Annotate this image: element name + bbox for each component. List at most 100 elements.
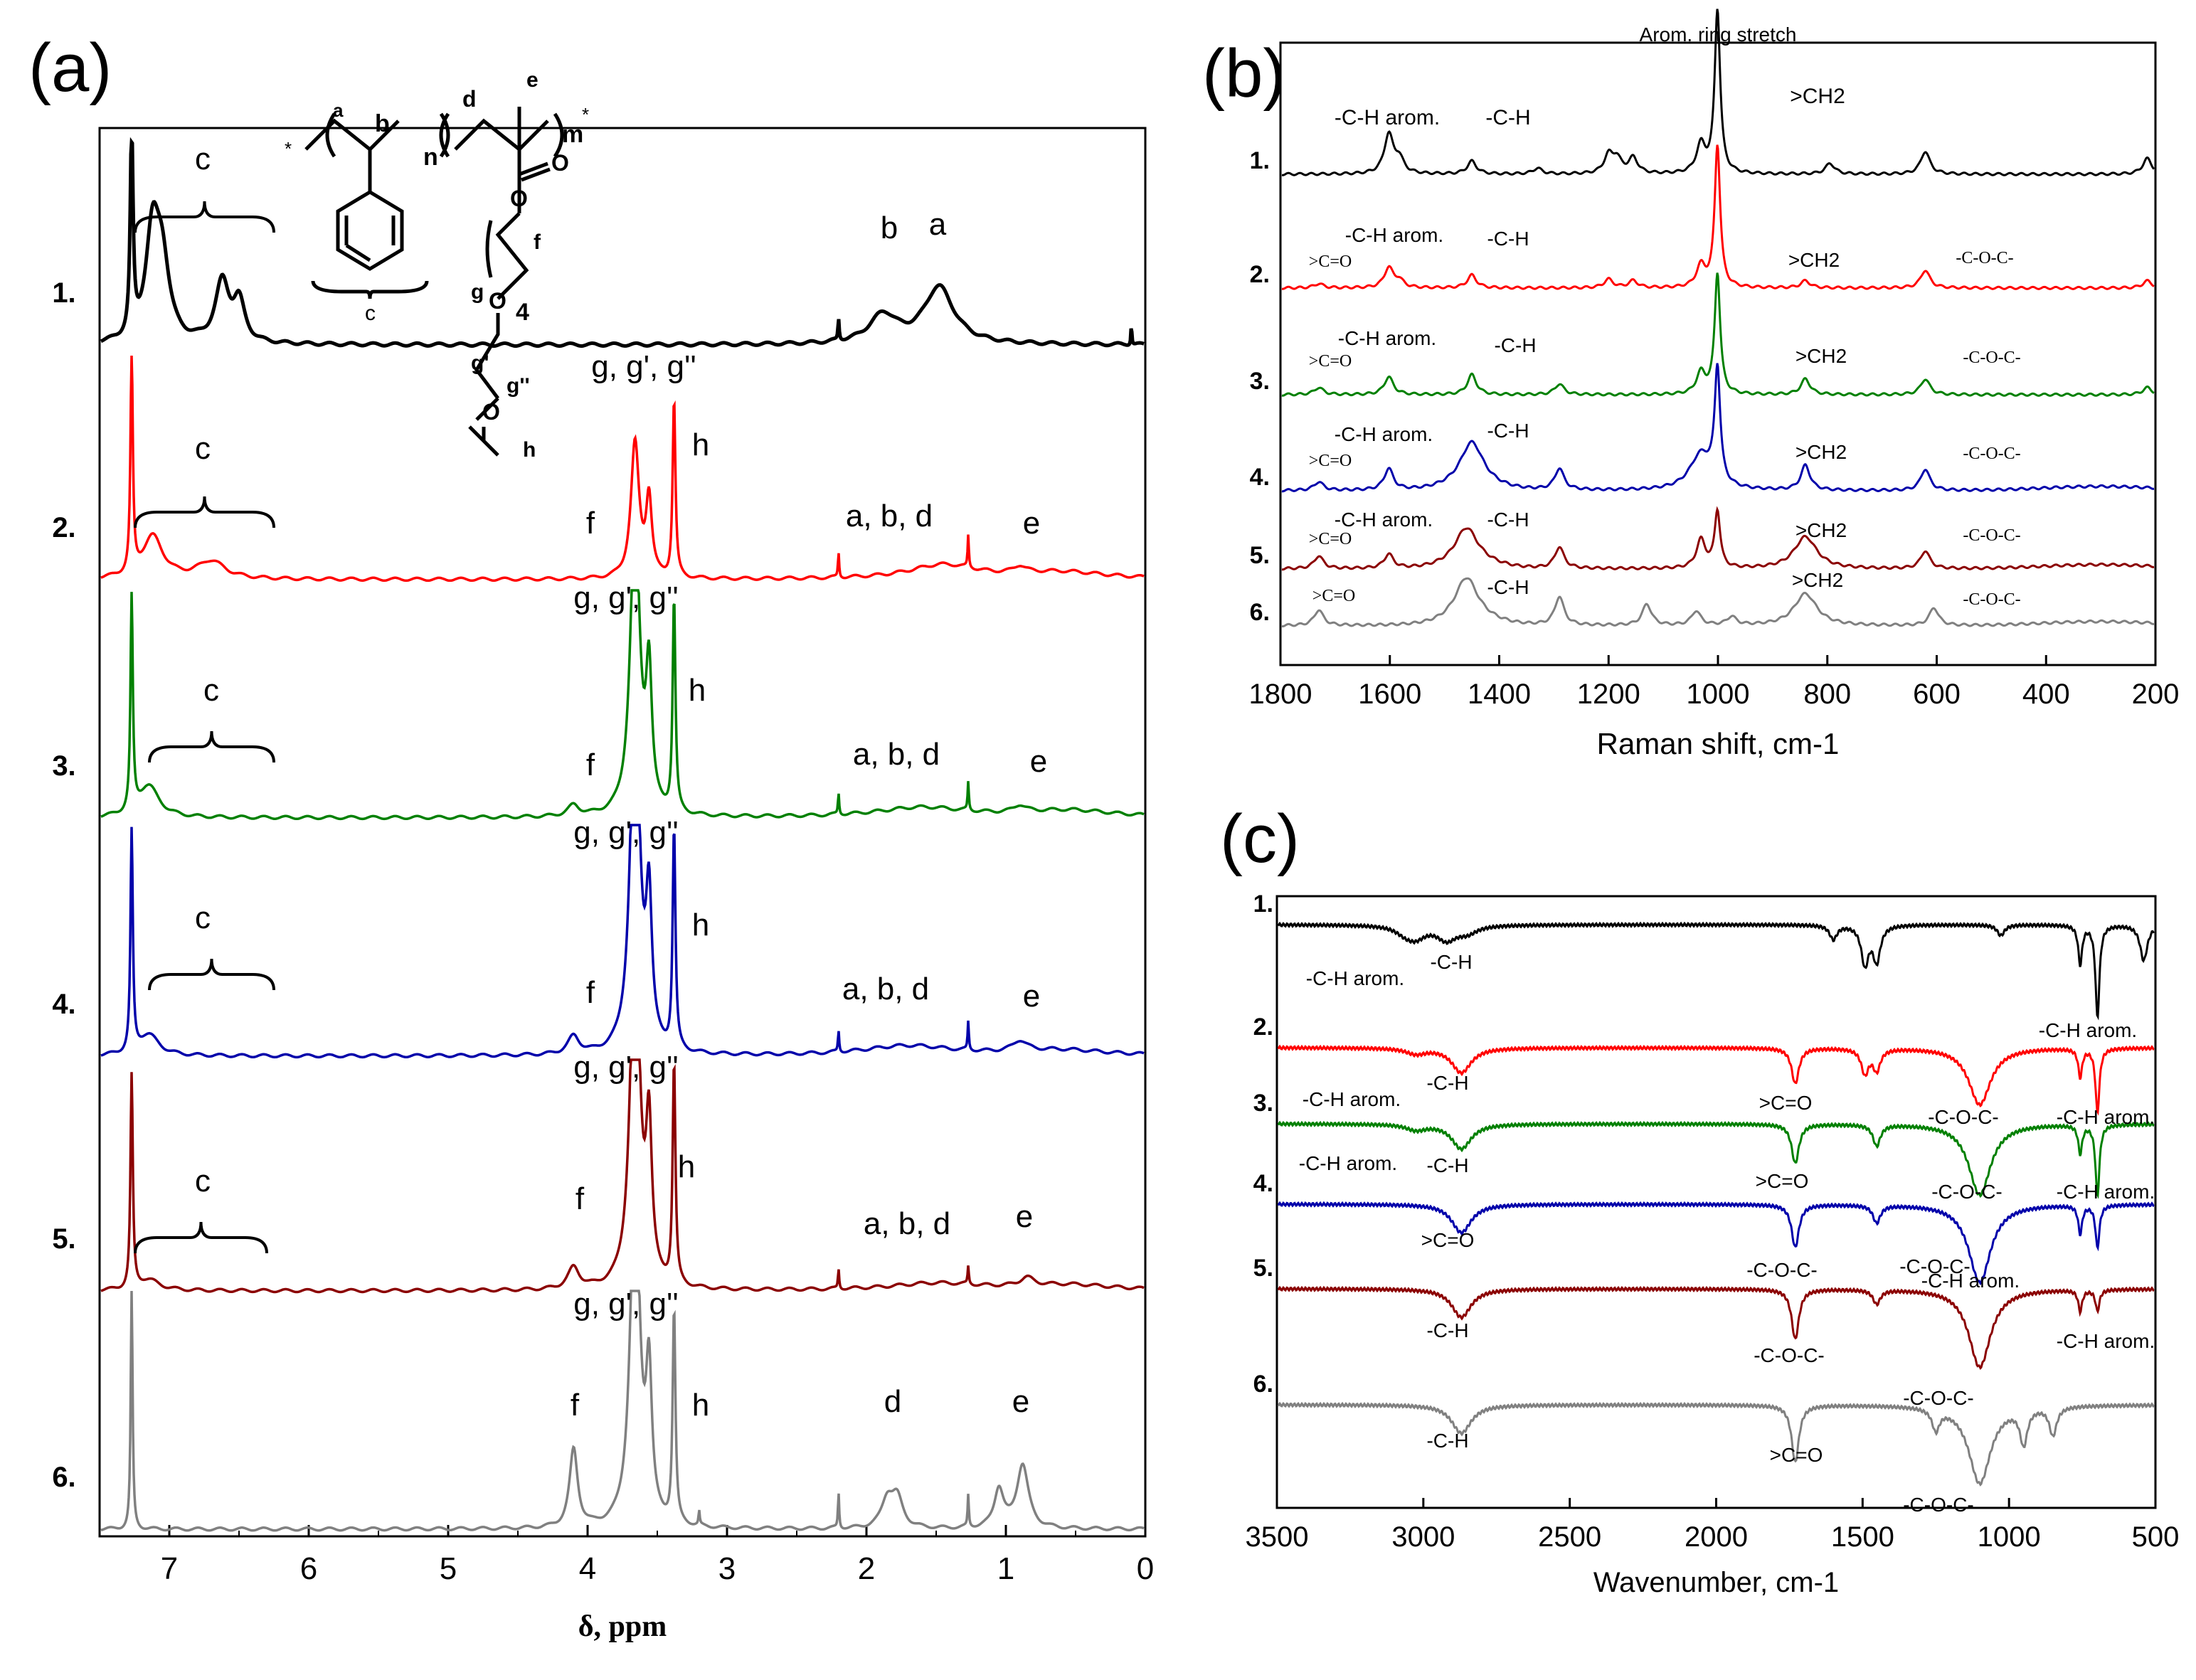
struct-label-g: g [471, 280, 484, 304]
ir-annotation: -C-H [1426, 1430, 1468, 1452]
series-label-b: 2. [1250, 261, 1270, 288]
nmr-annotation: a, b, d [853, 737, 940, 772]
x-tick-label-a: 3 [718, 1551, 736, 1586]
raman-series-5 [1281, 506, 2155, 571]
nmr-annotation: d [884, 1384, 901, 1419]
x-tick-label-b: 200 [2132, 679, 2180, 710]
panel-b-label: (b) [1202, 36, 1285, 112]
nmr-annotation: f [575, 1181, 585, 1216]
panel-b-raman: 1800 1600 1400 1200 1000 800 600 400 200 Raman sh… [1249, 9, 2180, 760]
series-label-a: 2. [52, 512, 75, 543]
panel-a-frame [98, 127, 1147, 1538]
panel-b-frame [1279, 41, 2157, 666]
x-tick-label-a: 2 [858, 1551, 875, 1586]
raman-annotation: -C-O-C- [1963, 526, 2020, 545]
ir-series-5 [1277, 1285, 2155, 1370]
panel-a-nmr: 7 6 5 4 3 2 1 0 δ, ppm 1. 2. 3. 4. 5. 6. c b a c g, g', g''… [52, 127, 1154, 1643]
series-label-c: 6. [1253, 1371, 1273, 1398]
x-tick-label-b: 800 [1803, 679, 1851, 710]
raman-annotation: -C-H arom. [1345, 224, 1443, 246]
ir-annotation: -C-H arom. [2057, 1106, 2155, 1128]
ir-annotation: -C-H arom. [2057, 1181, 2155, 1203]
nmr-annotation: c [195, 431, 211, 466]
panel-c-frame [1275, 895, 2157, 1509]
series-label-a: 3. [52, 750, 75, 782]
ir-annotation: -C-H [1426, 1154, 1468, 1176]
raman-annotation: >CH2 [1790, 85, 1845, 108]
nmr-annotation: h [692, 1388, 709, 1423]
series-label-b: 5. [1250, 542, 1270, 569]
structure-labels: a b c d e f g g' g'' h n m 4 O O O O * * [285, 68, 589, 462]
x-tick-label-b: 1800 [1249, 679, 1312, 710]
struct-label-n: n [423, 144, 438, 171]
struct-label-4: 4 [516, 299, 529, 326]
raman-annotation: >CH2 [1792, 569, 1843, 591]
nmr-annotation: c [195, 1164, 211, 1198]
raman-annotation: >C=O [1312, 587, 1355, 605]
ir-annotation: >C=O [1770, 1444, 1823, 1466]
series-label-a: 5. [52, 1223, 75, 1255]
series-label-b: 3. [1250, 368, 1270, 395]
series-label-b: 6. [1250, 599, 1270, 626]
nmr-annotation: e [1012, 1384, 1029, 1419]
x-tick-label-b: 600 [1913, 679, 1961, 710]
x-tick-label-c: 1500 [1831, 1521, 1894, 1553]
raman-annotation: -C-O-C- [1963, 445, 2020, 463]
series-label-b: 1. [1250, 147, 1270, 174]
ir-annotation: -C-H arom. [1299, 1152, 1397, 1174]
x-tick-label-b: 1000 [1687, 679, 1750, 710]
struct-label-h: h [523, 438, 536, 462]
raman-annotation: -C-H [1487, 576, 1529, 598]
raman-series-4 [1281, 363, 2155, 493]
ir-annotation: -C-H arom. [1306, 967, 1404, 989]
nmr-annotation: g, g', g'' [573, 815, 679, 850]
nmr-annotation: e [1030, 744, 1047, 779]
raman-annotation: -C-O-C- [1956, 249, 2013, 267]
raman-annotation: -C-H [1487, 509, 1529, 531]
x-tick-label-a: 5 [440, 1551, 457, 1586]
x-tick-label-b: 1600 [1358, 679, 1421, 710]
nmr-annotation: a [929, 207, 947, 242]
nmr-series-6 [100, 1290, 1145, 1532]
raman-annotation: >C=O [1309, 252, 1352, 271]
ir-annotation: -C-H arom. [2057, 1330, 2155, 1352]
series-label-c: 1. [1253, 890, 1273, 918]
series-label-c: 5. [1253, 1255, 1273, 1282]
struct-label-e: e [526, 68, 539, 92]
nmr-annotation: h [689, 673, 706, 708]
ir-annotation: -C-H arom. [1303, 1088, 1401, 1110]
ir-series-1 [1277, 921, 2155, 1021]
nmr-annotation: g, g', g'' [573, 1287, 679, 1322]
ir-annotation: >C=O [1421, 1229, 1475, 1251]
x-tick-label-c: 3500 [1246, 1521, 1309, 1553]
ir-annotation: -C-H arom. [1921, 1270, 2020, 1292]
struct-star-right: * [582, 104, 589, 125]
nmr-annotation: e [1023, 979, 1040, 1014]
nmr-annotation: f [571, 1388, 580, 1423]
raman-series-6 [1281, 577, 2155, 628]
ir-annotation: -C-O-C- [1903, 1494, 1974, 1516]
ir-annotation: >C=O [1759, 1092, 1813, 1114]
ir-annotation: -C-O-C- [1746, 1259, 1818, 1281]
ir-annotation: -C-H [1430, 951, 1472, 973]
x-axis-label-a: δ, ppm [578, 1610, 667, 1643]
raman-annotation: -C-H arom. [1338, 327, 1436, 349]
nmr-annotation: c [195, 900, 211, 935]
brace-c-3 [148, 730, 275, 763]
raman-annotation: >C=O [1309, 530, 1352, 548]
x-axis-label-b: Raman shift, cm-1 [1597, 727, 1840, 760]
x-tick-label-a: 1 [997, 1551, 1014, 1586]
x-tick-label-b: 400 [2022, 679, 2070, 710]
nmr-series-5 [100, 1058, 1145, 1294]
raman-annotation: -C-H [1494, 334, 1536, 356]
nmr-series-2 [100, 355, 1145, 583]
panel-a-label: (a) [28, 30, 112, 106]
ir-annotation: -C-H [1426, 1319, 1468, 1341]
x-tick-label-b: 1400 [1468, 679, 1531, 710]
struct-star-left: * [285, 138, 292, 159]
raman-series-3 [1281, 272, 2155, 397]
struct-label-g2: g'' [506, 374, 530, 398]
nmr-series-3 [100, 589, 1145, 821]
ir-annotation: -C-O-C- [1754, 1344, 1825, 1366]
nmr-annotation: h [678, 1149, 695, 1184]
